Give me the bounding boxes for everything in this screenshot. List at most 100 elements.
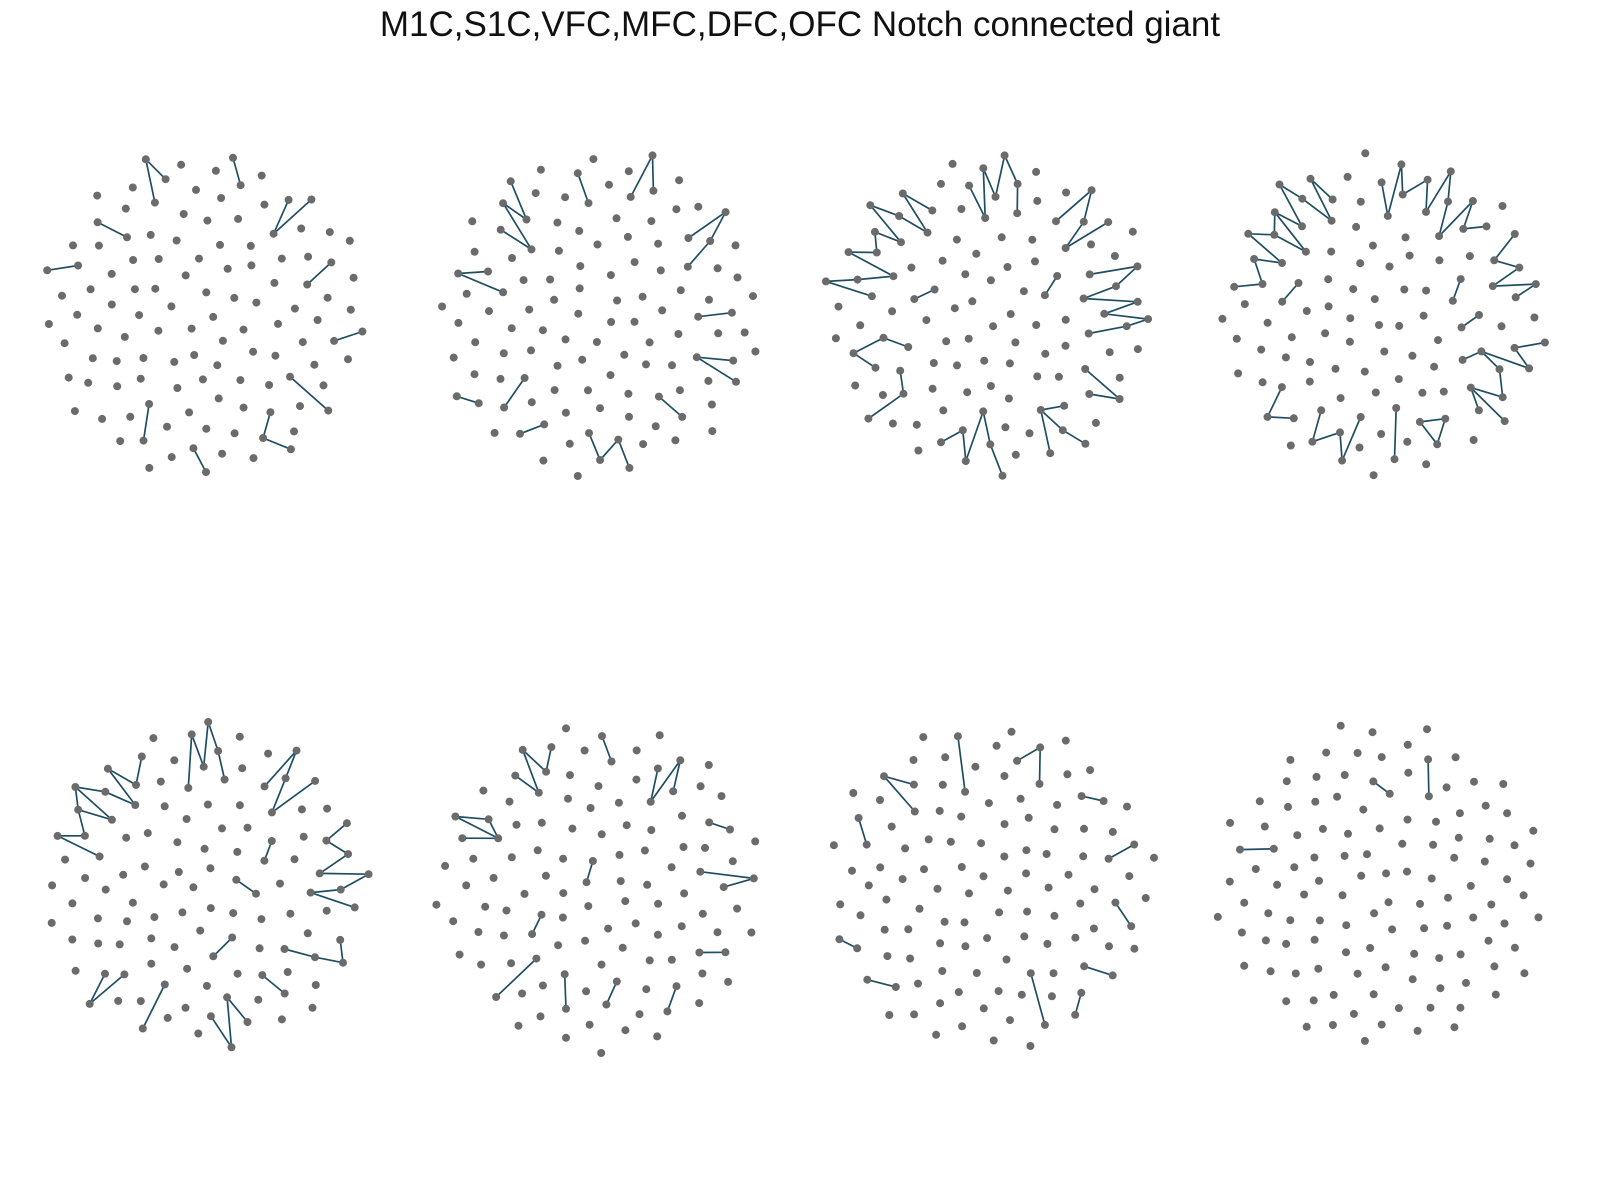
network-node (1511, 293, 1520, 302)
network-edge (1247, 233, 1283, 264)
network-node (194, 1029, 203, 1038)
network-node (527, 346, 535, 355)
network-node (602, 1000, 611, 1009)
network-node (1071, 1010, 1080, 1019)
network-node (1213, 912, 1222, 921)
network-node (1446, 167, 1455, 176)
network-edge (202, 721, 210, 767)
network-node (206, 1012, 215, 1021)
network-edge (1248, 232, 1275, 236)
network-edge (1309, 178, 1333, 222)
network-node (961, 457, 970, 466)
network-node (972, 969, 981, 977)
network-node (185, 408, 194, 417)
network-node (1380, 347, 1389, 356)
network-node (181, 1003, 190, 1012)
network-node (126, 412, 135, 421)
network-edge (1083, 297, 1138, 303)
network-node (266, 408, 275, 417)
network-node (1234, 369, 1243, 378)
network-node (103, 764, 112, 773)
network-node (625, 412, 633, 421)
network-node (136, 374, 145, 383)
network-node (160, 802, 169, 811)
network-node (1510, 943, 1519, 952)
network-node (218, 336, 227, 345)
network-edge (696, 356, 734, 362)
network-node (1058, 426, 1067, 435)
network-edge (853, 337, 884, 354)
network-edge (1082, 189, 1093, 222)
network-node (933, 884, 942, 893)
network-node (260, 856, 269, 865)
network-node (150, 198, 159, 207)
network-node (299, 832, 308, 841)
network-node (573, 472, 582, 480)
network-node (1133, 262, 1142, 271)
network-node (953, 361, 961, 370)
network-edge (867, 393, 904, 420)
network-node (1424, 755, 1433, 764)
network-node (1105, 942, 1113, 951)
network-node (731, 241, 740, 250)
network-node (1349, 285, 1358, 294)
network-node (490, 428, 499, 437)
network-edge (870, 204, 900, 217)
figure-title: M1C,S1C,VFC,MFC,DFC,OFC Notch connected … (379, 5, 1221, 44)
network-edge (1089, 393, 1120, 400)
network-edge (1425, 179, 1429, 212)
network-edge (1498, 369, 1504, 398)
network-node (246, 241, 255, 250)
network-node (267, 837, 276, 845)
network-node (454, 318, 463, 327)
network-node (1423, 725, 1431, 734)
network-edge (848, 251, 894, 277)
network-node (204, 718, 213, 726)
network-edge (1065, 221, 1109, 249)
network-node (1007, 727, 1016, 736)
network-node (867, 292, 876, 301)
network-node (965, 889, 973, 898)
network-node (1133, 345, 1142, 354)
network-node (880, 925, 889, 934)
network-node (1289, 414, 1298, 423)
network-node (1450, 1023, 1459, 1032)
network-node (196, 926, 205, 935)
network-node (274, 319, 282, 328)
network-edge (262, 437, 292, 451)
network-edge (107, 768, 136, 806)
network-node (1359, 805, 1368, 814)
network-node (1488, 282, 1497, 291)
network-node (1322, 748, 1331, 757)
network-node (1526, 859, 1535, 868)
network-node (1006, 1016, 1014, 1025)
network-edge (1312, 431, 1341, 443)
network-node (727, 308, 736, 317)
network-node (829, 841, 838, 850)
network-node (44, 320, 53, 328)
network-node (935, 806, 944, 815)
network-node (1053, 800, 1062, 809)
network-node (536, 165, 545, 174)
network-node (481, 902, 490, 911)
network-node (1127, 922, 1136, 931)
network-edge (1115, 265, 1138, 287)
network-node (604, 924, 613, 933)
network-node (1375, 321, 1383, 329)
network-node (616, 877, 625, 886)
network-node (1277, 383, 1286, 392)
network-node (907, 263, 916, 272)
network-node (1104, 854, 1113, 863)
network-node (984, 799, 993, 808)
network-edge (272, 199, 290, 235)
network-edge (940, 429, 964, 444)
network-node (1026, 969, 1035, 978)
network-node (474, 399, 483, 408)
network-node (1000, 820, 1009, 829)
network-node (939, 406, 948, 415)
network-node (292, 746, 301, 755)
network-node (86, 285, 95, 294)
network-node (645, 956, 654, 965)
network-node (101, 885, 110, 894)
network-node (1510, 343, 1519, 352)
